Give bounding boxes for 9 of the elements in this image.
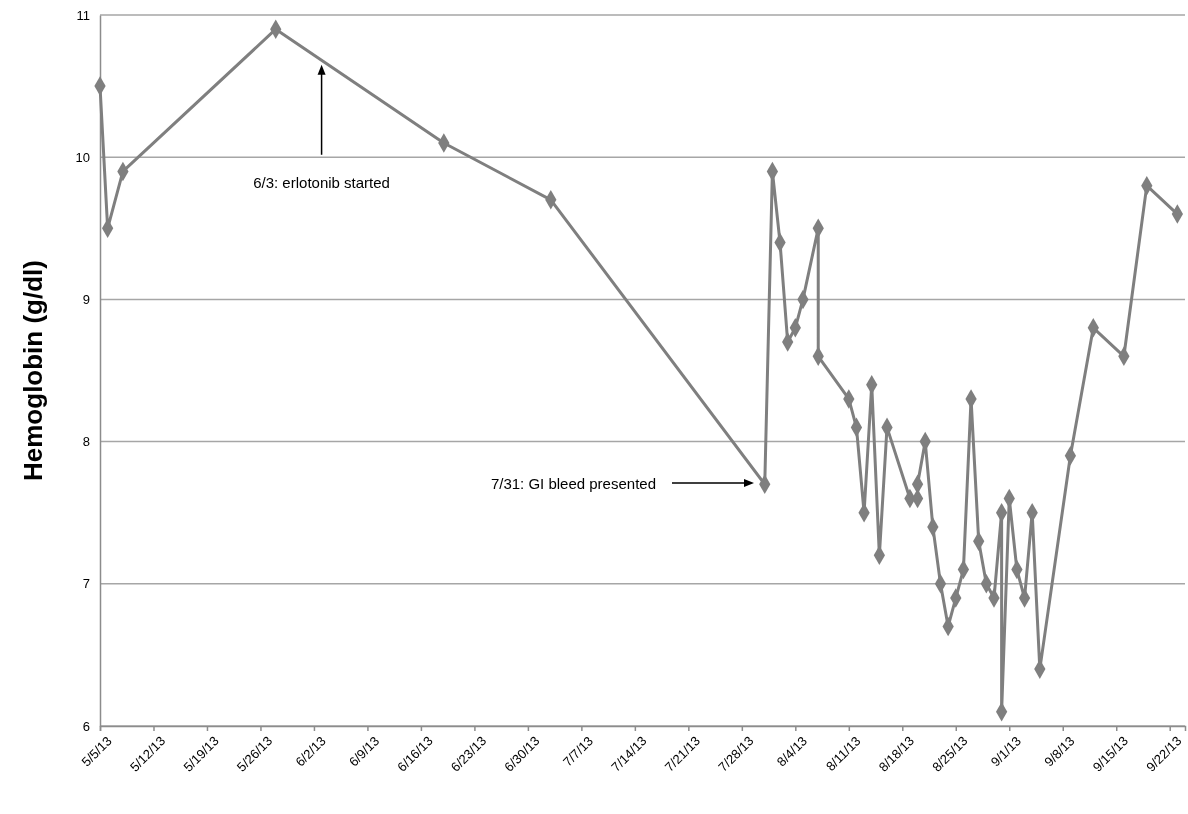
y-tick-label: 8: [82, 434, 90, 450]
y-tick-label: 7: [82, 576, 90, 592]
y-tick-label: 10: [75, 149, 90, 165]
y-tick-label: 6: [82, 718, 90, 734]
y-tick-label: 9: [82, 292, 90, 308]
annotation: 7/31: GI bleed presented: [490, 475, 656, 492]
annotation: 6/3: erlotonib started: [253, 173, 390, 191]
y-tick-label: 11: [76, 7, 90, 23]
y-axis-title: Hemoglobin (g/dl): [18, 260, 48, 481]
